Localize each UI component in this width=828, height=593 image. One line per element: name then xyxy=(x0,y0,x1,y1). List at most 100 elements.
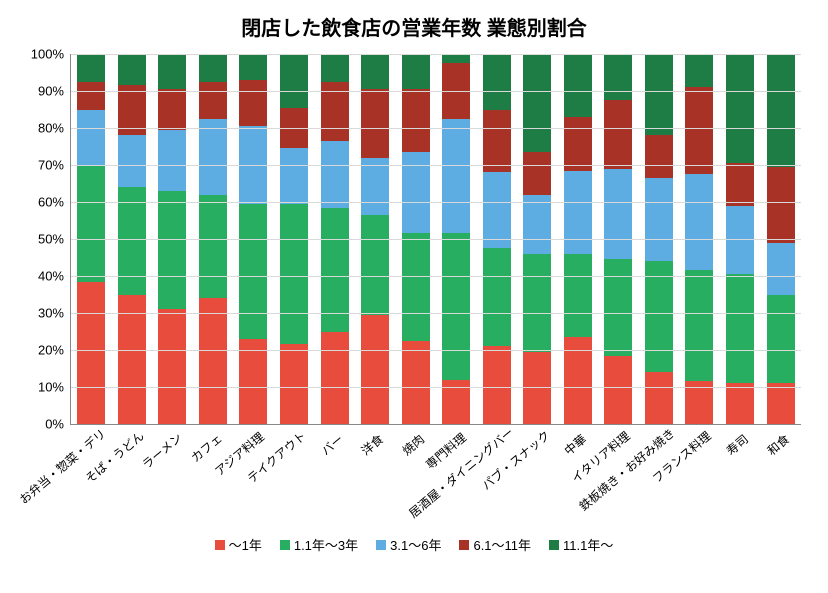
gridline xyxy=(71,239,801,240)
bar-segment xyxy=(199,298,227,424)
legend-item: 1.1年〜3年 xyxy=(280,535,358,554)
bar-segment xyxy=(361,89,389,157)
chart-title: 閉店した飲食店の営業年数 業態別割合 xyxy=(0,0,828,49)
bar-segment xyxy=(118,187,146,294)
bar-segment xyxy=(361,158,389,215)
bar-segment xyxy=(118,54,146,85)
bar-segment xyxy=(158,89,186,130)
legend-item: 〜1年 xyxy=(215,535,262,554)
legend-swatch xyxy=(215,540,225,550)
legend-item: 11.1年〜 xyxy=(549,535,613,554)
bar-segment xyxy=(321,141,349,208)
bar-segment xyxy=(77,82,105,110)
bar-segment xyxy=(483,248,511,346)
y-tick-label: 80% xyxy=(14,121,64,136)
bar-segment xyxy=(483,346,511,424)
bar-segment xyxy=(726,54,754,163)
bar-segment xyxy=(604,259,632,355)
bar-segment xyxy=(685,174,713,270)
bar-segment xyxy=(523,195,551,254)
bar-segment xyxy=(523,54,551,152)
y-tick-label: 20% xyxy=(14,343,64,358)
bar-segment xyxy=(685,54,713,87)
bar-segment xyxy=(77,165,105,282)
bar-segment xyxy=(442,54,470,63)
bar-segment xyxy=(158,54,186,89)
bar-segment xyxy=(361,315,389,424)
bar-segment xyxy=(604,169,632,260)
bar-segment xyxy=(645,54,673,135)
bar-segment xyxy=(564,254,592,337)
gridline xyxy=(71,313,801,314)
bar-segment xyxy=(523,152,551,195)
bar-segment xyxy=(483,54,511,110)
bar-segment xyxy=(726,383,754,424)
y-tick-label: 60% xyxy=(14,195,64,210)
bar-segment xyxy=(645,178,673,261)
bar-segment xyxy=(442,233,470,379)
legend-swatch xyxy=(549,540,559,550)
bar-segment xyxy=(199,82,227,119)
bar-segment xyxy=(564,54,592,117)
bar-segment xyxy=(685,87,713,174)
bar-segment xyxy=(767,54,795,167)
legend-swatch xyxy=(376,540,386,550)
legend-item: 3.1〜6年 xyxy=(376,535,441,554)
bar-segment xyxy=(645,261,673,372)
bar-segment xyxy=(564,171,592,254)
bar-segment xyxy=(280,148,308,204)
bar-segment xyxy=(523,254,551,352)
bar-segment xyxy=(158,130,186,191)
legend-label: 6.1〜11年 xyxy=(473,535,531,554)
bar-segment xyxy=(767,295,795,384)
bar-segment xyxy=(280,204,308,345)
y-tick-label: 70% xyxy=(14,158,64,173)
x-tick-label: 和食 xyxy=(780,432,828,516)
bar-segment xyxy=(361,54,389,89)
bar-segment xyxy=(361,215,389,315)
legend-item: 6.1〜11年 xyxy=(459,535,531,554)
bar-segment xyxy=(321,332,349,425)
bar-segment xyxy=(726,274,754,383)
y-tick-label: 10% xyxy=(14,380,64,395)
y-tick-label: 90% xyxy=(14,84,64,99)
bar-segment xyxy=(239,54,267,80)
bar-segment xyxy=(158,309,186,424)
bar-segment xyxy=(402,341,430,424)
bar-segment xyxy=(321,54,349,82)
gridline xyxy=(71,128,801,129)
y-tick-label: 40% xyxy=(14,269,64,284)
gridline xyxy=(71,54,801,55)
gridline xyxy=(71,165,801,166)
bar-segment xyxy=(483,110,511,173)
legend-swatch xyxy=(280,540,290,550)
legend-label: 3.1〜6年 xyxy=(390,535,441,554)
bar-segment xyxy=(280,344,308,424)
bar-segment xyxy=(402,233,430,340)
legend-label: 11.1年〜 xyxy=(563,535,613,554)
y-tick-label: 100% xyxy=(14,47,64,62)
bar-segment xyxy=(239,204,267,339)
bar-segment xyxy=(199,119,227,195)
plot-area xyxy=(70,54,801,425)
bar-segment xyxy=(604,100,632,168)
legend: 〜1年 1.1年〜3年 3.1〜6年 6.1〜11年 11.1年〜 xyxy=(0,535,828,554)
chart-container: 閉店した飲食店の営業年数 業態別割合 お弁当・惣菜・デリそば・うどんラーメンカフ… xyxy=(0,0,828,560)
bar-segment xyxy=(402,89,430,152)
gridline xyxy=(71,202,801,203)
bar-segment xyxy=(767,383,795,424)
x-axis-labels: お弁当・惣菜・デリそば・うどんラーメンカフェアジア料理テイクアウトバー洋食焼肉専… xyxy=(70,426,800,536)
gridline xyxy=(71,350,801,351)
bar-segment xyxy=(118,135,146,187)
bar-segment xyxy=(767,167,795,243)
bar-segment xyxy=(685,270,713,381)
bar-segment xyxy=(645,372,673,424)
gridline xyxy=(71,387,801,388)
bar-segment xyxy=(239,80,267,126)
y-tick-label: 0% xyxy=(14,417,64,432)
y-tick-label: 30% xyxy=(14,306,64,321)
bar-segment xyxy=(77,54,105,82)
gridline xyxy=(71,91,801,92)
legend-label: 〜1年 xyxy=(229,535,262,554)
bar-segment xyxy=(442,119,470,234)
